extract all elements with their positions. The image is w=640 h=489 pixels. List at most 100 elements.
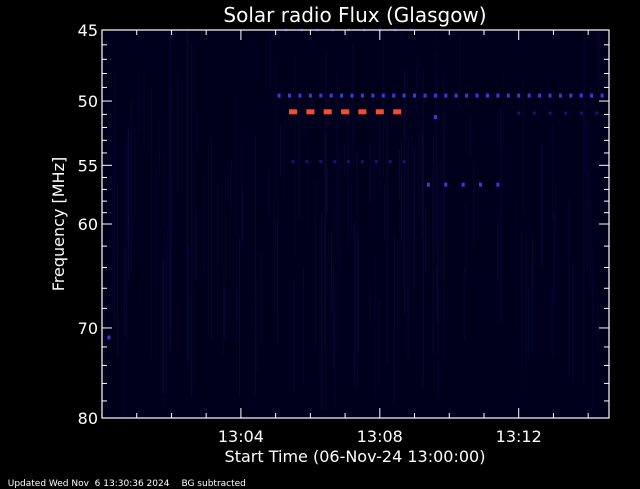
background-streak	[203, 173, 205, 271]
emission-mark	[461, 182, 465, 187]
background-streak	[423, 137, 425, 379]
background-streak	[333, 266, 335, 368]
background-streak	[352, 44, 354, 171]
background-streak	[216, 183, 218, 339]
emission-mark	[479, 182, 482, 187]
background-streak	[187, 40, 189, 99]
emission-mark	[371, 93, 375, 98]
emission-mark	[527, 93, 531, 98]
background-streak	[583, 112, 585, 386]
emission-mark	[496, 182, 500, 187]
emission-mark	[374, 160, 378, 164]
background-streak	[162, 259, 164, 394]
background-streak	[374, 105, 376, 234]
background-streak	[339, 149, 341, 270]
background-streak	[293, 280, 295, 392]
background-streak	[552, 123, 554, 220]
background-streak	[508, 141, 510, 194]
emission-mark	[402, 93, 406, 98]
background-streak	[421, 130, 423, 238]
background-streak	[111, 114, 113, 313]
background-streak	[123, 243, 125, 417]
emission-mark	[517, 111, 521, 115]
background-streak	[230, 158, 232, 210]
background-streak	[386, 110, 388, 366]
background-streak	[374, 255, 376, 398]
background-streak	[169, 33, 171, 329]
emission-mark	[323, 109, 332, 115]
background-streak	[571, 263, 573, 387]
background-streak	[525, 232, 527, 370]
background-streak	[225, 171, 226, 325]
emission-mark	[548, 93, 552, 98]
background-streak	[400, 141, 402, 242]
background-streak	[103, 295, 105, 384]
background-streak	[469, 116, 471, 155]
background-streak	[191, 43, 193, 397]
background-streak	[586, 118, 588, 267]
background-streak	[242, 125, 243, 240]
background-streak	[239, 238, 241, 397]
emission-mark	[413, 93, 416, 98]
emission-mark	[595, 111, 599, 115]
background-streak	[326, 179, 328, 213]
background-streak	[166, 227, 168, 395]
background-streak	[274, 58, 276, 315]
background-streak	[436, 71, 437, 316]
background-streak	[407, 139, 409, 358]
emission-mark	[319, 93, 323, 98]
y-axis-label: Frequency [MHz]	[49, 157, 68, 291]
background-streak	[433, 32, 435, 69]
emission-mark	[402, 160, 406, 164]
background-streak	[114, 71, 116, 326]
emission-mark	[350, 93, 354, 98]
emission-mark	[517, 93, 521, 98]
background-streak	[177, 75, 179, 192]
chart-title: Solar radio Flux (Glasgow)	[223, 3, 486, 27]
plot-background	[102, 30, 609, 418]
background-streak	[154, 153, 156, 361]
background-streak	[500, 105, 502, 324]
emission-mark	[532, 111, 536, 115]
emission-mark	[454, 93, 458, 98]
emission-mark	[360, 93, 364, 98]
background-streak	[141, 269, 143, 310]
background-streak	[592, 272, 594, 330]
x-tick-label: 13:04	[218, 427, 264, 446]
background-streak	[195, 208, 197, 281]
emission-mark	[579, 111, 583, 115]
emission-mark	[538, 93, 541, 98]
background-streak	[424, 207, 426, 273]
background-streak	[532, 234, 534, 352]
emission-mark	[333, 160, 337, 164]
background-streak	[256, 276, 258, 374]
background-streak	[459, 34, 461, 110]
emission-mark	[475, 93, 479, 98]
background-streak	[163, 150, 165, 408]
emission-mark	[375, 109, 384, 115]
background-streak	[284, 98, 286, 199]
emission-mark	[423, 93, 427, 98]
emission-mark	[360, 160, 364, 164]
background-streak	[334, 292, 336, 408]
emission-mark	[340, 93, 344, 98]
background-streak	[422, 69, 424, 390]
background-streak	[383, 36, 385, 181]
background-streak	[223, 287, 225, 342]
background-streak	[171, 90, 172, 255]
background-streak	[369, 144, 371, 204]
background-streak	[583, 30, 585, 174]
background-streak	[436, 266, 438, 325]
background-streak	[597, 297, 599, 352]
background-streak	[598, 31, 600, 96]
emission-mark	[564, 111, 568, 115]
background-streak	[307, 90, 309, 237]
background-streak	[591, 246, 593, 409]
background-streak	[116, 183, 118, 358]
background-streak	[344, 142, 346, 175]
background-streak	[356, 150, 358, 391]
emission-mark	[277, 93, 281, 98]
background-streak	[227, 161, 229, 207]
emission-mark	[381, 93, 385, 98]
